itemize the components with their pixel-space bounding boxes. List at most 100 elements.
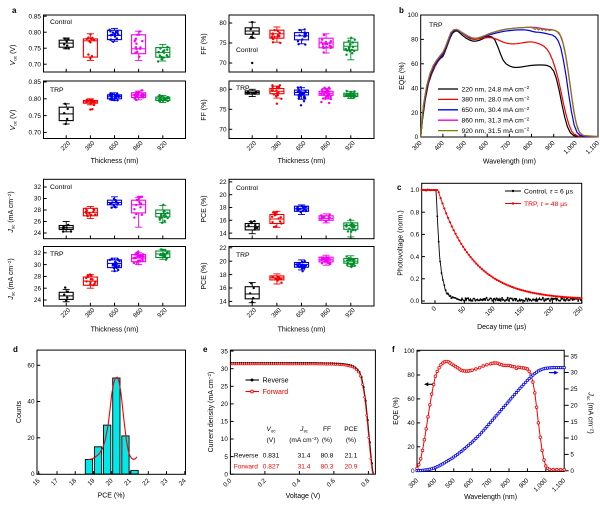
svg-text:0.8: 0.8	[410, 209, 419, 216]
svg-text:Control, τ = 6 µs: Control, τ = 6 µs	[524, 188, 574, 195]
svg-text:28: 28	[34, 274, 42, 281]
svg-text:15: 15	[570, 419, 578, 426]
svg-text:31.4: 31.4	[298, 453, 311, 460]
svg-text:Reverse: Reverse	[234, 453, 259, 460]
svg-text:860 nm, 31.3 mA cm−2: 860 nm, 31.3 mA cm−2	[462, 116, 530, 124]
svg-text:TRP: TRP	[236, 252, 250, 259]
svg-text:(%): (%)	[322, 437, 332, 444]
svg-text:22: 22	[141, 477, 151, 487]
svg-text:0.0: 0.0	[222, 477, 234, 489]
svg-text:0: 0	[411, 468, 415, 475]
svg-text:24: 24	[178, 477, 188, 487]
svg-text:0.85: 0.85	[29, 79, 42, 86]
svg-text:Wavelength (nm): Wavelength (nm)	[464, 494, 517, 501]
svg-text:5: 5	[224, 454, 228, 461]
svg-text:Decay time (µs): Decay time (µs)	[477, 324, 526, 331]
svg-text:0.70: 0.70	[29, 130, 42, 137]
svg-text:70: 70	[219, 60, 227, 67]
svg-text:32: 32	[34, 184, 42, 191]
svg-text:18: 18	[219, 205, 227, 212]
svg-text:e: e	[203, 345, 208, 354]
svg-text:16: 16	[32, 477, 42, 487]
svg-text:0.4: 0.4	[410, 254, 419, 261]
svg-text:Voltage (V): Voltage (V)	[286, 493, 321, 500]
svg-text:0.70: 0.70	[29, 61, 42, 68]
svg-text:TRP: TRP	[50, 251, 64, 258]
svg-text:16: 16	[219, 285, 227, 292]
svg-text:18: 18	[219, 272, 227, 279]
svg-text:220 nm, 24.8 mA cm−2: 220 nm, 24.8 mA cm−2	[462, 85, 530, 93]
svg-text:FF (%): FF (%)	[201, 99, 208, 120]
svg-text:0.75: 0.75	[29, 45, 42, 52]
svg-text:31.4: 31.4	[298, 464, 311, 471]
svg-text:FF (%): FF (%)	[201, 33, 208, 54]
svg-text:PCE: PCE	[344, 426, 358, 433]
svg-text:20: 20	[219, 192, 227, 199]
svg-text:0.831: 0.831	[263, 453, 280, 460]
svg-text:26: 26	[34, 219, 42, 226]
svg-text:60: 60	[411, 61, 419, 68]
svg-text:Thickness (nm): Thickness (nm)	[278, 158, 326, 165]
svg-text:25: 25	[570, 386, 578, 393]
svg-text:19: 19	[86, 477, 96, 487]
svg-text:60: 60	[407, 396, 415, 403]
svg-text:Counts: Counts	[16, 400, 23, 423]
svg-text:c: c	[397, 183, 402, 192]
svg-text:20: 20	[27, 435, 35, 442]
svg-text:1.0: 1.0	[410, 187, 419, 194]
svg-text:23: 23	[159, 477, 169, 487]
svg-text:0.80: 0.80	[29, 29, 42, 36]
svg-text:Control: Control	[236, 185, 258, 192]
svg-text:TRP: TRP	[50, 87, 64, 94]
svg-text:Forward: Forward	[263, 389, 289, 396]
svg-text:PCE (%): PCE (%)	[201, 195, 208, 222]
svg-text:EQE (%): EQE (%)	[399, 62, 406, 90]
svg-text:Forward: Forward	[234, 464, 259, 471]
svg-text:Jsc (mA cm−2): Jsc (mA cm−2)	[7, 258, 16, 300]
svg-text:Thickness (nm): Thickness (nm)	[91, 158, 139, 165]
svg-text:35: 35	[221, 348, 229, 355]
svg-text:18: 18	[68, 477, 78, 487]
svg-text:(%): (%)	[346, 437, 356, 444]
svg-text:Control: Control	[236, 47, 258, 54]
svg-text:14: 14	[219, 230, 227, 237]
svg-text:0.80: 0.80	[29, 96, 42, 103]
svg-text:30: 30	[570, 370, 578, 377]
svg-text:0.827: 0.827	[263, 464, 280, 471]
svg-text:380 nm, 28.0 mA cm−2: 380 nm, 28.0 mA cm−2	[462, 96, 530, 104]
svg-text:17: 17	[50, 477, 60, 487]
svg-text:f: f	[392, 345, 395, 354]
svg-text:(mA cm−2): (mA cm−2)	[289, 436, 319, 444]
svg-text:0: 0	[224, 471, 228, 478]
svg-text:80: 80	[219, 87, 227, 94]
svg-text:a: a	[12, 6, 17, 15]
svg-text:EQE (%): EQE (%)	[393, 397, 400, 425]
svg-text:b: b	[399, 6, 404, 15]
svg-text:28: 28	[34, 207, 42, 214]
svg-text:70: 70	[219, 127, 227, 134]
svg-text:75: 75	[219, 40, 227, 47]
svg-text:22: 22	[219, 179, 227, 186]
svg-text:0.2: 0.2	[410, 276, 419, 283]
svg-text:20: 20	[570, 403, 578, 410]
svg-text:0.0: 0.0	[410, 298, 419, 305]
svg-text:0.8: 0.8	[360, 477, 372, 489]
svg-text:30: 30	[34, 196, 42, 203]
svg-text:0.6: 0.6	[326, 477, 338, 489]
svg-text:10: 10	[570, 435, 578, 442]
svg-text:24: 24	[34, 297, 42, 304]
svg-text:16: 16	[219, 218, 227, 225]
svg-text:TRP, τ = 48 µs: TRP, τ = 48 µs	[524, 201, 568, 208]
svg-text:Thickness (nm): Thickness (nm)	[91, 327, 139, 334]
svg-text:0.4: 0.4	[291, 477, 303, 489]
svg-text:30: 30	[34, 262, 42, 269]
svg-text:920 nm, 31.5 mA cm−2: 920 nm, 31.5 mA cm−2	[462, 127, 530, 135]
svg-text:40: 40	[411, 85, 419, 92]
svg-text:20: 20	[407, 444, 415, 451]
svg-text:14: 14	[219, 299, 227, 306]
svg-text:22: 22	[219, 245, 227, 252]
svg-text:PCE (%): PCE (%)	[201, 262, 208, 289]
svg-text:50: 50	[457, 305, 467, 315]
svg-text:0: 0	[570, 468, 574, 475]
svg-text:Voc (V): Voc (V)	[10, 45, 18, 66]
